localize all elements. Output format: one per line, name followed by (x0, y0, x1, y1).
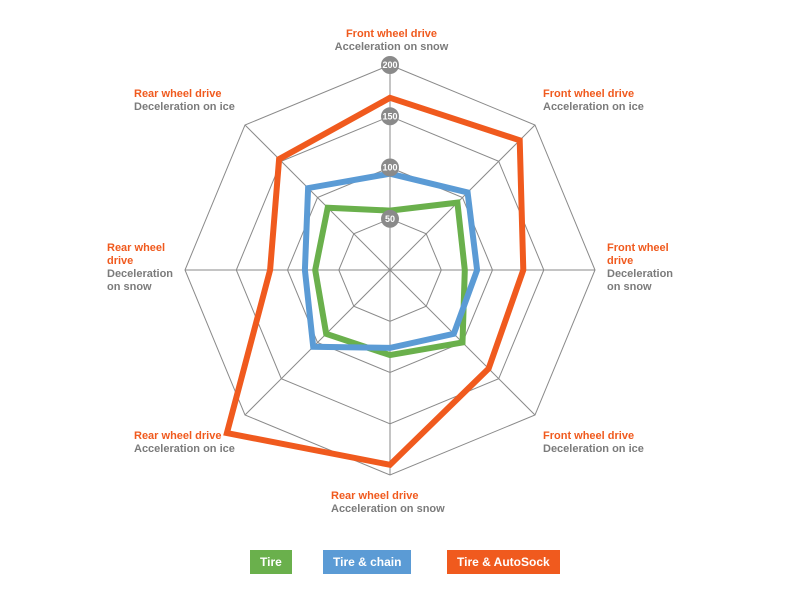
axis-label-1: Front wheel drive Acceleration on ice (543, 88, 644, 113)
axis-label-2: Front wheel drive Deceleration on snow (607, 242, 674, 293)
tick-marker-50 (381, 209, 399, 228)
axis-label-5: Rear wheel drive Acceleration on ice (134, 430, 235, 455)
tick-label-200: 200 (382, 60, 397, 70)
legend-item-tire-chain: Tire & chain (323, 550, 412, 574)
tick-marker-100 (381, 158, 399, 177)
axis-spoke-5 (244, 269, 391, 416)
series-line-tire-chain (301, 170, 481, 351)
series-line-tire (312, 199, 468, 359)
axis-label-4: Rear wheel drive Acceleration on snow (331, 490, 445, 515)
axis-label-6: Rear wheel drive Deceleration on snow (107, 242, 174, 293)
legend-item-tire: Tire (250, 550, 292, 574)
axis-spoke-1 (389, 124, 536, 271)
axis-spoke-7 (244, 124, 391, 271)
axis-label-3: Front wheel drive Deceleration on ice (543, 430, 644, 455)
tick-marker-150 (381, 107, 399, 126)
tick-label-100: 100 (382, 163, 397, 173)
series-line-tire-autosock (223, 94, 527, 469)
tick-label-50: 50 (385, 214, 395, 224)
tick-marker-200 (381, 56, 399, 74)
axis-label-7: Rear wheel drive Deceleration on ice (134, 88, 235, 113)
axis-label-0: Front wheel drive Acceleration on snow (334, 28, 449, 53)
tick-label-150: 150 (382, 111, 397, 121)
legend-item-tire-autosock: Tire & AutoSock (447, 550, 560, 574)
